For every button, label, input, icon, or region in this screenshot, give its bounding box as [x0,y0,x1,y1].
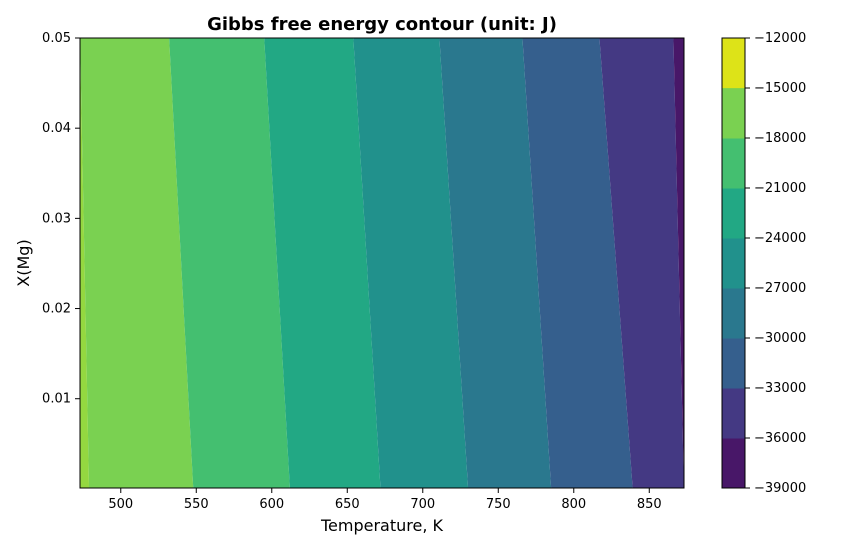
y-tick-label: 0.02 [42,302,71,317]
x-tick-label: 700 [410,497,435,512]
colorbar-band [722,288,745,339]
colorbar-tick-label: −15000 [754,81,806,96]
colorbar-band [722,438,745,489]
y-axis-label: X(Mg) [14,239,33,286]
colorbar-tick-label: −24000 [754,231,806,246]
colorbar-tick-label: −12000 [754,31,806,46]
colorbar-band [722,338,745,389]
x-axis: 500 550 600 650 700 750 800 850 [108,488,662,512]
y-tick-label: 0.01 [42,392,71,407]
contour-band [673,38,684,488]
contour-band [522,38,633,488]
colorbar-band [722,238,745,289]
plot-frame [79,37,685,489]
x-tick-label: 600 [259,497,284,512]
colorbar-frame [721,37,746,489]
contour-band [353,38,469,488]
x-tick-label: 550 [184,497,209,512]
colorbar-band [722,38,745,88]
y-tick-label: 0.03 [42,211,71,226]
colorbar-tick-label: −39000 [754,481,806,496]
colorbar-tick-label: −27000 [754,281,806,296]
colorbar-tick-label: −33000 [754,381,806,396]
y-tick-label: 0.04 [42,121,71,136]
contour-band [80,38,194,488]
colorbar-tick-label: −18000 [754,131,806,146]
x-tick-label: 750 [486,497,511,512]
colorbar-band [722,138,745,189]
x-axis-label: Temperature, K [320,516,444,535]
contour-band [599,38,684,488]
x-tick-label: 800 [561,497,586,512]
x-tick-label: 650 [335,497,360,512]
contour-fills [80,38,684,488]
colorbar-tick-label: −30000 [754,331,806,346]
contour-band [264,38,381,488]
colorbar-band [722,188,745,239]
contour-band [439,38,552,488]
y-tick-label: 0.05 [42,31,71,46]
y-axis: 0.01 0.02 0.03 0.04 0.05 [42,31,80,407]
x-tick-label: 850 [637,497,662,512]
colorbar-tick-label: −21000 [754,181,806,196]
colorbar: −39000 −36000 −33000 −30000 −27000 −24000 −210… [721,31,806,496]
x-tick-label: 500 [108,497,133,512]
colorbar-band [722,388,745,439]
chart-title: Gibbs free energy contour (unit: J) [207,14,557,35]
colorbar-band [722,88,745,139]
colorbar-tick-label: −36000 [754,431,806,446]
contour-band [169,38,290,488]
